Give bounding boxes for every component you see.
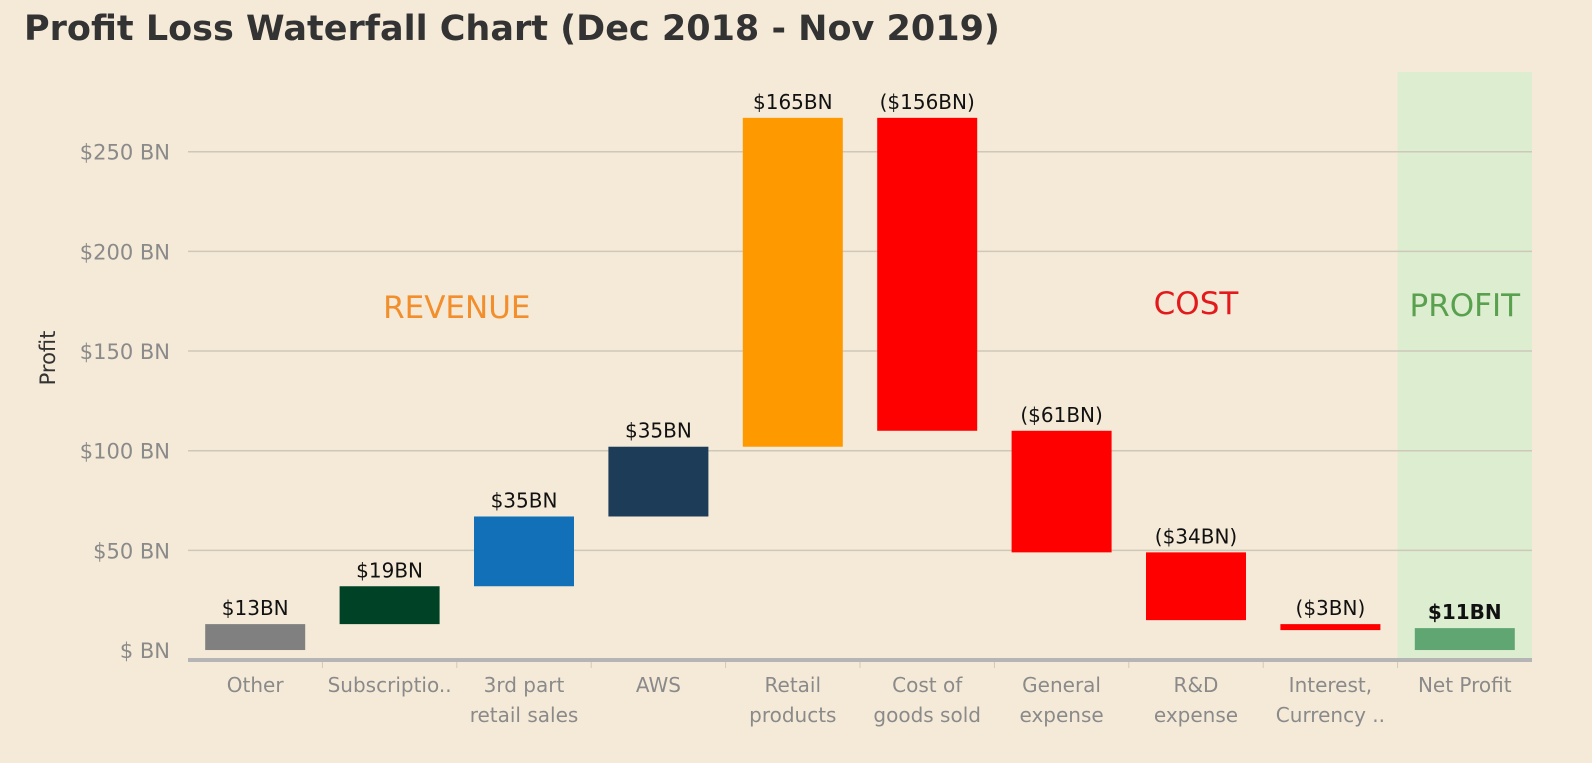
x-axis-ticks: Other Subscriptio.. 3rd part retail sales AW… [227, 673, 1512, 727]
y-axis-label: Profit [36, 331, 60, 386]
x-tick-label: Interest, Currency .. [1276, 673, 1385, 727]
x-tick-label: R&D expense [1154, 673, 1238, 727]
x-tick-label: Subscriptio.. [328, 673, 452, 697]
y-axis-ticks: $ BN $50 BN $100 BN $150 BN $200 BN $250 BN [80, 141, 170, 663]
data-label: $13BN [222, 596, 289, 620]
x-tick-label: 3rd part retail sales [470, 673, 579, 727]
y-tick-label: $ BN [120, 639, 170, 663]
x-tick-label: Retail products [749, 673, 836, 727]
data-label: $35BN [491, 488, 558, 512]
profit-highlight-band [1397, 72, 1532, 660]
data-labels: $13BN $19BN $35BN $35BN $165BN ($156BN) ($61BN… [222, 90, 1502, 624]
data-label: $35BN [625, 419, 692, 443]
y-tick-label: $250 BN [80, 141, 170, 165]
bar[interactable] [742, 117, 843, 447]
gridlines [188, 150, 1532, 668]
section-annotation: COST [1154, 286, 1240, 322]
y-tick-label: $100 BN [80, 440, 170, 464]
data-label: ($3BN) [1296, 596, 1366, 620]
bar[interactable] [877, 117, 978, 431]
section-annotation: REVENUE [383, 290, 530, 326]
bar[interactable] [339, 586, 440, 625]
x-tick-label: General expense [1019, 673, 1103, 727]
section-annotations: REVENUE COST PROFIT [383, 286, 1521, 326]
data-label: $19BN [356, 558, 423, 582]
x-tick-label: Net Profit [1418, 673, 1512, 697]
x-tick-label: Other [227, 673, 285, 697]
section-annotation: PROFIT [1410, 288, 1522, 324]
chart-title: Profit Loss Waterfall Chart (Dec 2018 - … [24, 9, 1000, 49]
bars [205, 117, 1515, 651]
bar[interactable] [205, 624, 306, 651]
data-label: ($61BN) [1020, 403, 1102, 427]
data-label: ($34BN) [1155, 524, 1237, 548]
y-tick-label: $50 BN [93, 539, 170, 563]
bar[interactable] [608, 446, 709, 517]
x-tick-label: Cost of goods sold [873, 673, 981, 727]
bar[interactable] [1146, 552, 1246, 621]
bar[interactable] [474, 516, 574, 587]
bar[interactable] [1280, 624, 1381, 631]
bar[interactable] [1011, 430, 1112, 553]
y-tick-label: $150 BN [80, 340, 170, 364]
y-tick-label: $200 BN [80, 240, 170, 264]
data-label: $11BN [1428, 600, 1502, 624]
bar[interactable] [1414, 628, 1515, 651]
data-label: ($156BN) [880, 90, 975, 114]
data-label: $165BN [753, 90, 833, 114]
x-tick-label: AWS [636, 673, 681, 697]
